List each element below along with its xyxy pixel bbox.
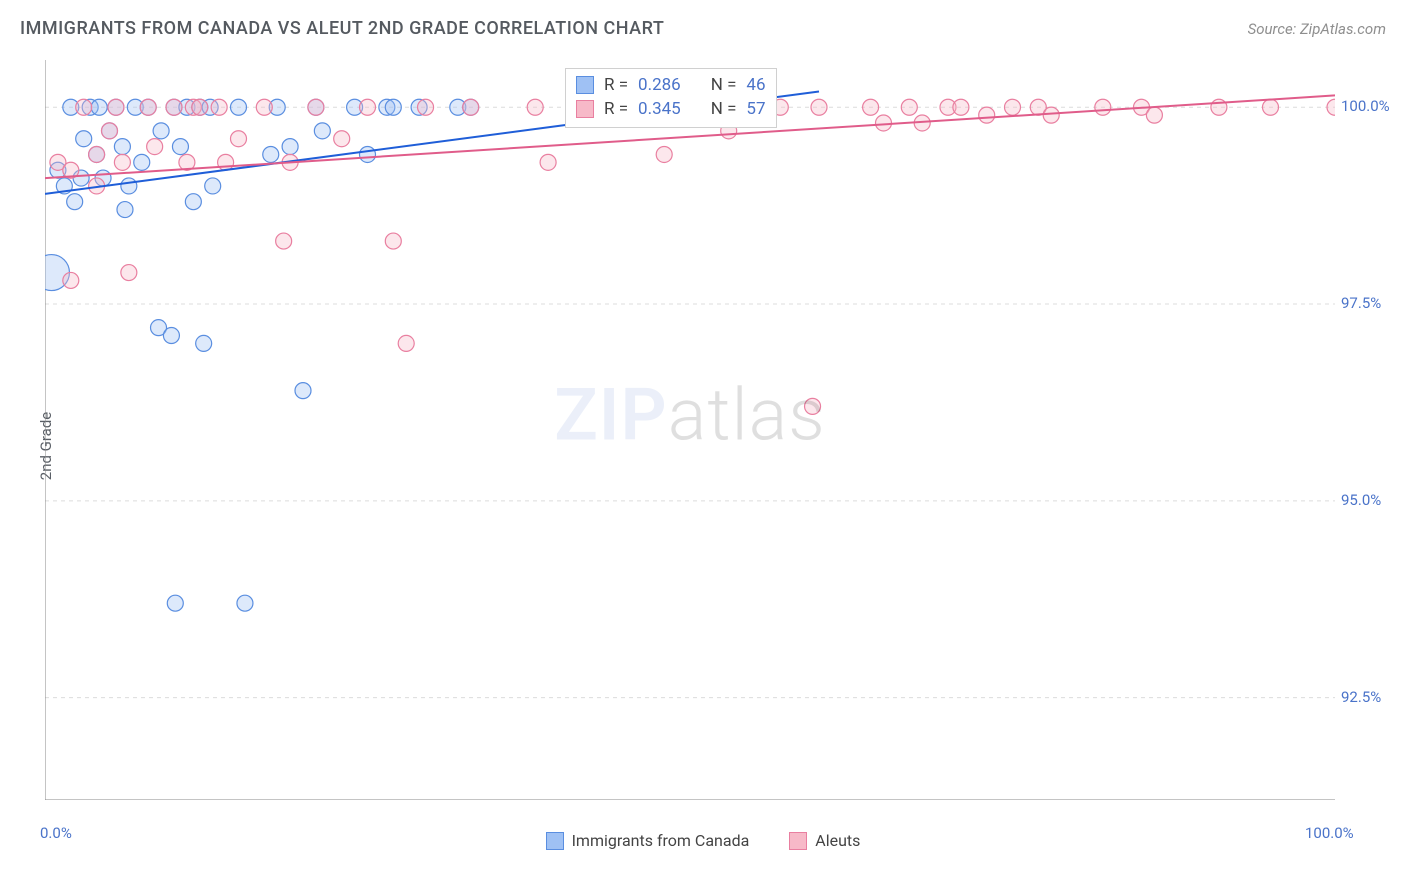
legend-item-2: Aleuts: [789, 831, 860, 850]
y-tick-label: 95.0%: [1341, 491, 1381, 509]
correlation-stats-box: R = 0.286 N = 46 R = 0.345 N = 57: [565, 68, 777, 128]
legend-swatch-2: [789, 832, 807, 850]
legend-label-1: Immigrants from Canada: [572, 831, 750, 850]
stat-swatch-2: [576, 100, 594, 118]
legend-label-2: Aleuts: [815, 831, 860, 850]
legend-item-1: Immigrants from Canada: [546, 831, 750, 850]
n-label-1: N =: [711, 73, 737, 97]
source-label: Source: ZipAtlas.com: [1248, 20, 1386, 38]
stat-row-1: R = 0.286 N = 46: [576, 73, 766, 97]
stat-swatch-1: [576, 76, 594, 94]
n-value-2: 57: [746, 97, 765, 121]
r-value-2: 0.345: [638, 97, 681, 121]
n-label-2: N =: [711, 97, 737, 121]
y-tick-label: 92.5%: [1341, 688, 1381, 706]
chart-title: IMMIGRANTS FROM CANADA VS ALEUT 2ND GRAD…: [20, 18, 664, 39]
r-value-1: 0.286: [638, 73, 681, 97]
r-label-2: R =: [604, 97, 628, 121]
bottom-legend: Immigrants from Canada Aleuts: [0, 831, 1406, 850]
stat-row-2: R = 0.345 N = 57: [576, 97, 766, 121]
legend-swatch-1: [546, 832, 564, 850]
n-value-1: 46: [746, 73, 765, 97]
r-label-1: R =: [604, 73, 628, 97]
y-tick-label: 100.0%: [1341, 97, 1390, 115]
scatter-plot-svg: [45, 60, 1335, 800]
y-tick-label: 97.5%: [1341, 294, 1381, 312]
chart-area: R = 0.286 N = 46 R = 0.345 N = 57 ZIPatl…: [45, 60, 1335, 800]
